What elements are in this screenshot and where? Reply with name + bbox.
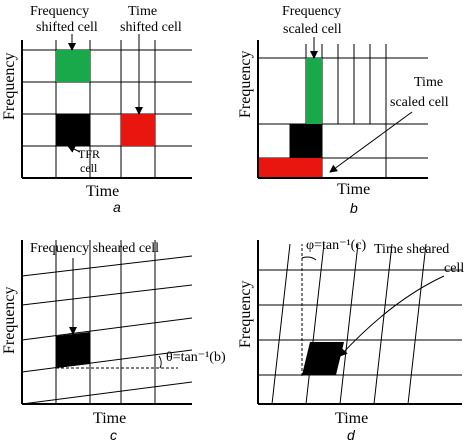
- panel-d-phi-label: φ=tan⁻¹(c): [306, 238, 367, 253]
- panel-c-letter: c: [110, 427, 117, 442]
- panel-b-freq-scaled-cell: [306, 58, 322, 124]
- panel-c: Frequency sheared cell θ=tan⁻¹(b) Freque…: [1, 240, 226, 442]
- panel-a: Frequency shifted cell Time shifted cell…: [1, 4, 192, 215]
- panel-d-sheared-label-1: Time sheared: [374, 242, 449, 257]
- panel-b-time-scaled-label-2: scaled cell: [390, 95, 449, 110]
- panel-d-letter: d: [347, 427, 356, 442]
- panel-d: φ=tan⁻¹(c) Time sheared cell Frequency T…: [237, 238, 464, 442]
- panel-c-angle-arc: [158, 355, 162, 369]
- panel-b-ylabel: Frequency: [237, 50, 254, 118]
- panel-b-time-scaled-label-1: Time: [414, 75, 443, 90]
- panel-a-tfr-arrow: [67, 145, 81, 153]
- panel-a-time-shifted-label-2: shifted cell: [120, 20, 182, 35]
- panel-b-time-arrow: [329, 111, 413, 173]
- panel-a-ylabel: Frequency: [1, 52, 18, 120]
- panel-d-ylabel: Frequency: [237, 280, 254, 348]
- panel-b: Frequency scaled cell Time scaled cell F…: [237, 4, 449, 216]
- panel-d-angle-arc: [301, 256, 317, 261]
- panel-a-tfr-label-1: TFR: [78, 147, 100, 161]
- panel-a-letter: a: [113, 199, 121, 215]
- panel-a-tfr-label-2: cell: [80, 161, 98, 175]
- panel-d-sheared-cell: [302, 342, 344, 375]
- panel-c-sheared-label: Frequency sheared cell: [30, 241, 159, 256]
- panel-a-freq-shifted-label-1: Frequency: [30, 4, 89, 19]
- panel-d-grid: [258, 243, 462, 405]
- panel-a-xlabel: Time: [86, 183, 119, 200]
- panel-d-sheared-arrow: [339, 275, 445, 357]
- panel-a-freq-shifted-label-2: shifted cell: [36, 20, 98, 35]
- panel-c-theta-label: θ=tan⁻¹(b): [166, 350, 226, 365]
- panel-b-tfr-cell: [290, 124, 322, 158]
- panel-d-xlabel: Time: [335, 410, 368, 427]
- panel-b-freq-scaled-label-1: Frequency: [282, 4, 341, 19]
- panel-c-sheared-cell: [56, 332, 90, 368]
- panel-b-freq-scaled-label-2: scaled cell: [283, 22, 342, 37]
- panel-a-grid: [22, 40, 192, 178]
- panel-b-time-scaled-cell: [258, 158, 322, 178]
- panel-c-xlabel: Time: [93, 410, 126, 427]
- panel-c-grid: [21, 240, 193, 405]
- panel-a-tfr-cell: [56, 114, 90, 146]
- panel-b-letter: b: [350, 200, 358, 216]
- panel-d-sheared-label-2: cell: [444, 261, 464, 276]
- panel-a-time-shifted-cell: [121, 114, 155, 146]
- panel-a-freq-shifted-cell: [56, 50, 90, 82]
- panel-a-time-shifted-label-1: Time: [128, 4, 157, 19]
- panel-b-grid: [258, 44, 428, 178]
- panel-b-xlabel: Time: [337, 181, 370, 198]
- panel-c-ylabel: Frequency: [1, 286, 18, 354]
